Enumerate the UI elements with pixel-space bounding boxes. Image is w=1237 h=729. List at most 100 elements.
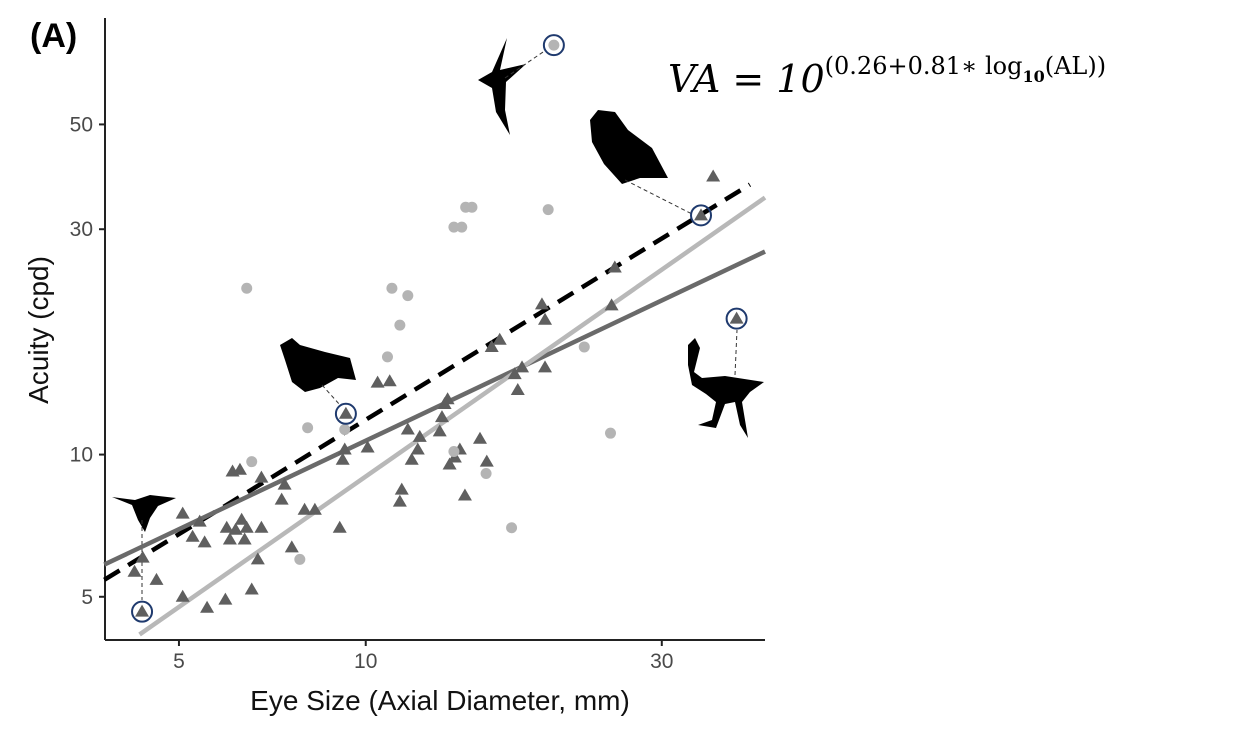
circle-point bbox=[448, 446, 460, 458]
triangle-point bbox=[694, 208, 709, 221]
triangle-point bbox=[234, 512, 249, 525]
triangle-point bbox=[382, 374, 397, 387]
x-tick-label: 5 bbox=[173, 650, 185, 673]
triangle-point bbox=[244, 582, 259, 595]
triangle-point bbox=[484, 339, 499, 352]
triangle-point bbox=[729, 311, 744, 324]
circle-point bbox=[578, 341, 590, 353]
circle-point bbox=[386, 282, 398, 294]
triangle-point bbox=[510, 383, 525, 396]
triangle-point bbox=[370, 375, 385, 388]
triangle-point bbox=[337, 442, 352, 455]
y-tick-label: 50 bbox=[70, 113, 93, 136]
triangle-point bbox=[394, 482, 409, 495]
triangle-point bbox=[219, 520, 234, 533]
triangle-point bbox=[135, 550, 150, 563]
triangle-point bbox=[538, 312, 553, 325]
connector bbox=[504, 49, 547, 79]
equation-exponent: (0.26+0.81∗ log bbox=[825, 52, 1023, 80]
equation-tail: (AL)) bbox=[1045, 52, 1106, 80]
x-tick-label: 30 bbox=[650, 650, 673, 673]
circle-point bbox=[241, 282, 253, 294]
triangle-point bbox=[149, 572, 164, 585]
equation-subscript: 10 bbox=[1022, 67, 1044, 86]
triangle-point bbox=[185, 529, 200, 542]
triangle-point bbox=[604, 298, 619, 311]
triangle-point bbox=[237, 532, 252, 545]
triangle-point bbox=[192, 514, 207, 527]
triangle-point bbox=[332, 520, 347, 533]
triangle-point bbox=[297, 502, 312, 515]
triangle-point bbox=[239, 520, 254, 533]
circle-point bbox=[294, 553, 306, 565]
bird-silhouettes bbox=[112, 38, 764, 532]
triangle-point bbox=[412, 429, 427, 442]
y-tick-label: 5 bbox=[81, 586, 93, 609]
connector bbox=[734, 329, 738, 376]
triangle-point bbox=[432, 424, 447, 437]
triangle-point bbox=[175, 506, 190, 519]
highlight-ring bbox=[334, 402, 357, 425]
hummingbird bbox=[112, 495, 176, 532]
triangle-point bbox=[338, 406, 353, 419]
triangle-point bbox=[404, 452, 419, 465]
circle-point bbox=[448, 221, 460, 233]
triangle-point bbox=[457, 488, 472, 501]
circle-point bbox=[339, 424, 351, 436]
triangle-point bbox=[175, 589, 190, 602]
equation: VA = 10(0.26+0.81∗ log10(AL)) bbox=[668, 52, 1106, 101]
pigeon bbox=[280, 338, 356, 392]
panel-label: (A) bbox=[30, 17, 77, 55]
connectors bbox=[141, 49, 738, 600]
highlight-ring bbox=[690, 204, 713, 227]
triangle-point bbox=[135, 604, 150, 617]
ostrich bbox=[688, 338, 764, 438]
triangle-point bbox=[197, 535, 212, 548]
circle-point bbox=[302, 422, 314, 434]
owl bbox=[590, 110, 668, 184]
triangle-point bbox=[200, 600, 215, 613]
highlight-ring bbox=[725, 307, 748, 330]
fit-line bbox=[103, 249, 766, 567]
highlight-ring bbox=[131, 600, 154, 623]
circle-point bbox=[466, 201, 478, 213]
triangle-point bbox=[254, 470, 269, 483]
triangle-point bbox=[250, 552, 265, 565]
circle-point bbox=[548, 39, 560, 51]
circle-point bbox=[246, 456, 258, 468]
triangle-point bbox=[392, 494, 407, 507]
triangle-point bbox=[277, 477, 292, 490]
triangle-point bbox=[410, 442, 425, 455]
triangle-point bbox=[228, 522, 243, 535]
triangle-point bbox=[442, 457, 457, 470]
y-tick-label: 30 bbox=[70, 218, 93, 241]
y-axis-title: Acuity (cpd) bbox=[23, 256, 54, 404]
triangle-point bbox=[507, 367, 522, 380]
highlight-ring bbox=[542, 34, 565, 57]
fit-line bbox=[138, 195, 767, 637]
triangle-point bbox=[538, 360, 553, 373]
circle-point bbox=[402, 290, 414, 302]
circle-point bbox=[381, 351, 393, 363]
triangle-point bbox=[284, 540, 299, 553]
equation-base: VA = 10 bbox=[668, 57, 825, 101]
y-tick-label: 10 bbox=[70, 444, 93, 467]
circle-point bbox=[604, 427, 616, 439]
connector bbox=[321, 384, 341, 406]
triangle-point bbox=[440, 392, 455, 405]
circle-point bbox=[394, 319, 406, 331]
triangle-point bbox=[472, 431, 487, 444]
triangle-point bbox=[222, 532, 237, 545]
circle-point bbox=[480, 467, 492, 479]
triangle-point bbox=[274, 492, 289, 505]
circle-point bbox=[506, 522, 518, 534]
triangle-point bbox=[607, 260, 622, 273]
x-axis-title: Eye Size (Axial Diameter, mm) bbox=[250, 685, 630, 716]
connector bbox=[624, 179, 693, 215]
triangle-point bbox=[335, 452, 350, 465]
triangle-point bbox=[254, 520, 269, 533]
triangle-point bbox=[515, 360, 530, 373]
triangle-point bbox=[127, 564, 142, 577]
triangle-point bbox=[307, 502, 322, 515]
